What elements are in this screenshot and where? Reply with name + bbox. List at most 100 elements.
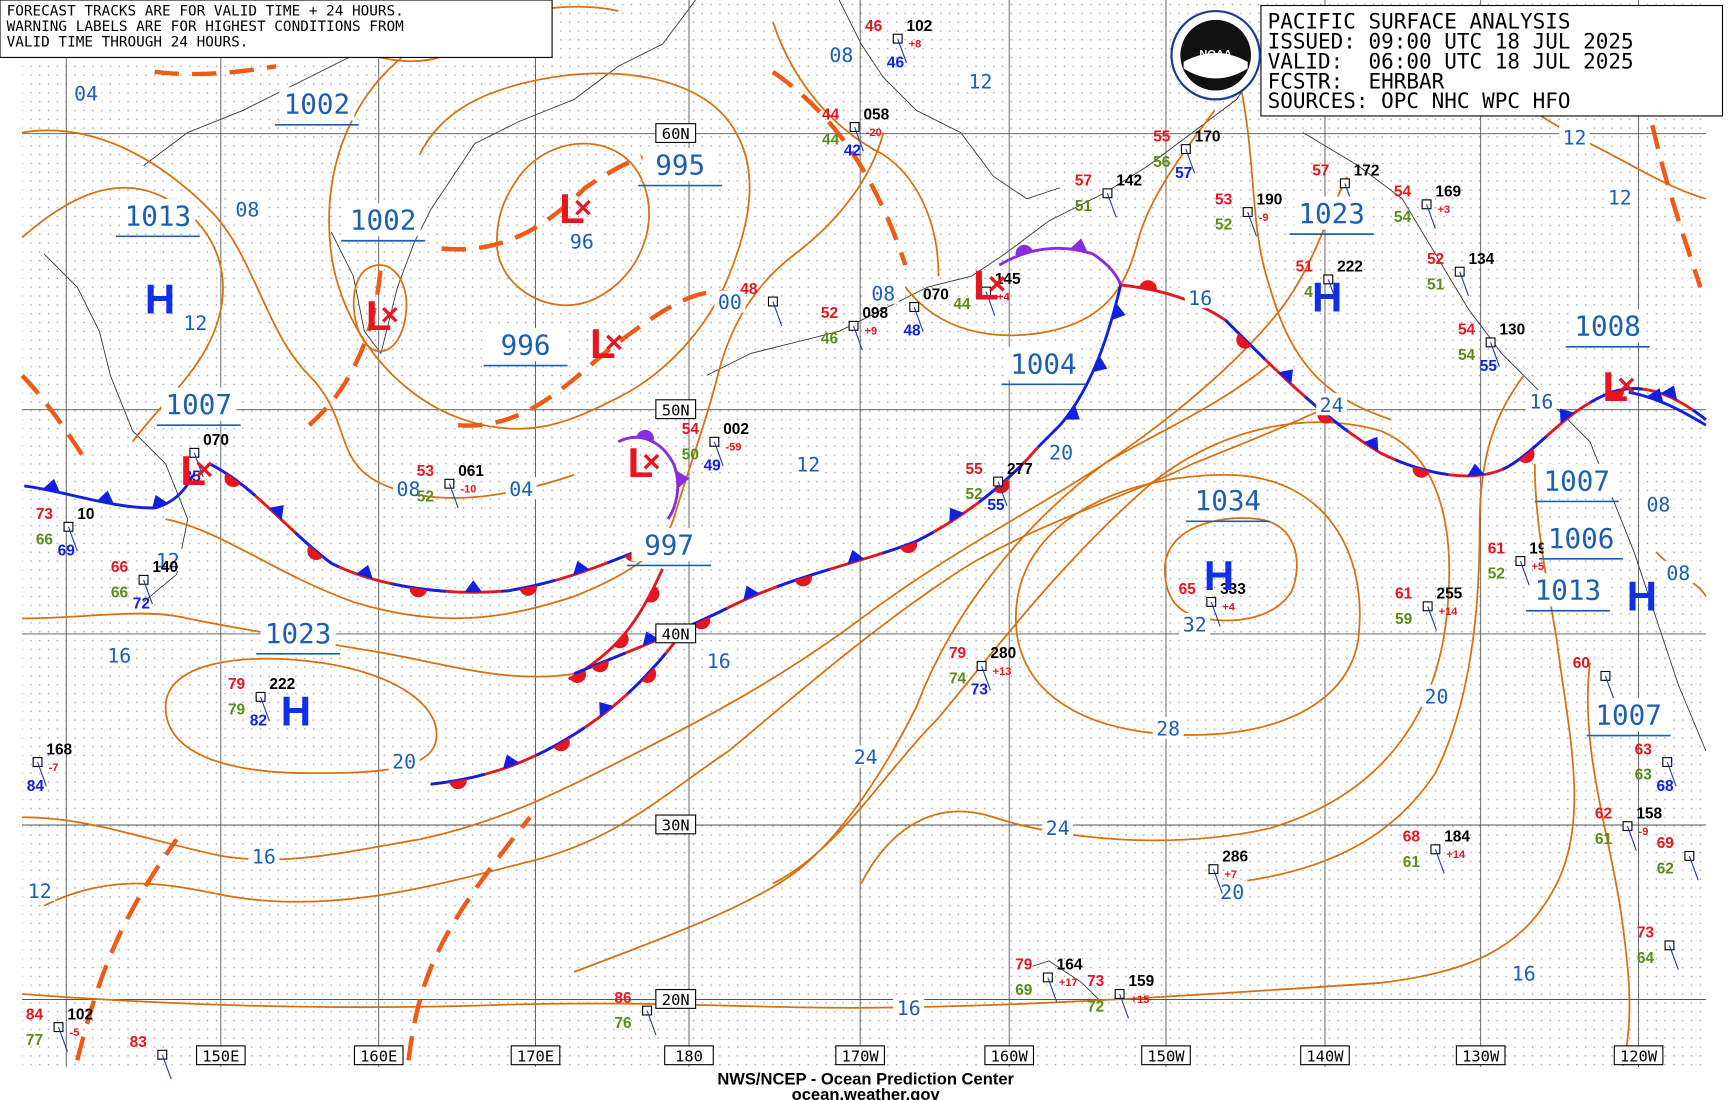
isobar xyxy=(1014,474,1361,736)
isobar-label: 12 xyxy=(969,70,993,93)
station-tend: +13 xyxy=(993,666,1012,678)
notice-box xyxy=(0,0,553,58)
isobar-label-bg xyxy=(1559,125,1590,148)
isobar xyxy=(573,176,1348,973)
station-dew: 52 xyxy=(417,488,434,505)
station-marker xyxy=(1180,144,1191,155)
lat-label: 60N xyxy=(662,125,690,143)
isobar-label: 12 xyxy=(156,550,180,573)
lon-label: 130W xyxy=(1462,1047,1500,1065)
station-temp: 73 xyxy=(1637,925,1655,942)
station-temp: 65 xyxy=(1179,581,1197,598)
coastline xyxy=(706,66,1260,376)
wind-barb xyxy=(852,325,863,351)
front-symbol xyxy=(847,549,865,564)
pressure-value: 1034 xyxy=(1195,484,1261,517)
wind-barb xyxy=(67,526,78,552)
front-symbol xyxy=(636,429,654,442)
isobar-label: 08 xyxy=(871,282,895,305)
wind-barb xyxy=(143,579,153,605)
front xyxy=(998,246,1123,286)
lat-label: 30N xyxy=(662,817,690,835)
pressure-label-bg xyxy=(279,87,355,121)
front-symbol xyxy=(743,585,760,601)
wind-barb xyxy=(854,126,864,152)
isobar-label: 16 xyxy=(1529,391,1553,414)
front-symbol xyxy=(268,505,284,520)
station-pres: 142 xyxy=(1116,173,1142,190)
isobar xyxy=(21,186,224,443)
station-temp: 54 xyxy=(1458,322,1476,339)
notice-line: WARNING LABELS ARE FOR HIGHEST CONDITION… xyxy=(7,19,405,35)
isobar xyxy=(22,463,1576,1009)
isobar-label-bg xyxy=(388,749,420,772)
station-sst: 35 xyxy=(184,469,202,486)
trough xyxy=(458,289,730,428)
isobar xyxy=(1225,374,1525,885)
lat-label: 20N xyxy=(662,991,690,1009)
isobar-label-bg xyxy=(850,745,882,768)
station-temp: 84 xyxy=(26,1006,44,1023)
trough xyxy=(307,264,384,427)
station-dew: 76 xyxy=(614,1015,632,1032)
isobar-label: 12 xyxy=(183,312,207,335)
lat-label-box xyxy=(655,989,697,1009)
pressure-value: 1023 xyxy=(1298,197,1364,230)
pressure-value: 1006 xyxy=(1548,522,1614,555)
station-temp: 79 xyxy=(228,676,246,693)
station-temp: 55 xyxy=(1153,128,1171,145)
station-temp: 53 xyxy=(1215,191,1233,208)
station-temp: 79 xyxy=(949,645,967,662)
notice-line: VALID TIME THROUGH 24 HOURS. xyxy=(7,34,249,50)
station-temp: 57 xyxy=(1312,163,1329,180)
isobar-label: 12 xyxy=(796,454,820,477)
trough xyxy=(406,815,532,1061)
station-tend: +4 xyxy=(1222,602,1235,614)
isobar-label-bg xyxy=(1421,684,1452,707)
station-temp: 63 xyxy=(1635,741,1653,758)
center-cross xyxy=(643,453,660,470)
pressure-value: 1008 xyxy=(1574,310,1640,343)
pressure-value: 1013 xyxy=(125,199,191,232)
pressure-label-bg xyxy=(120,198,196,232)
isobar-label: 32 xyxy=(1183,614,1207,637)
station-pres: 172 xyxy=(1354,163,1380,180)
front-symbol xyxy=(599,702,614,718)
isobar-label: 16 xyxy=(1188,287,1212,310)
station-temp: 52 xyxy=(821,305,838,322)
station-temp: 66 xyxy=(111,559,129,576)
station-dew: 44 xyxy=(953,296,971,313)
station-dew: 61 xyxy=(1595,831,1613,848)
wind-barb xyxy=(713,441,724,467)
isobar-label-bg xyxy=(714,290,746,313)
station-pres: 158 xyxy=(1636,805,1662,822)
center-cross xyxy=(196,461,213,478)
front-symbol xyxy=(449,778,467,790)
front-symbol xyxy=(464,580,483,593)
station-pres: 061 xyxy=(458,463,484,480)
isobar-label: 20 xyxy=(1049,441,1073,464)
station-sst: 46 xyxy=(887,54,905,71)
front xyxy=(209,462,663,594)
lon-label-box xyxy=(835,1045,885,1066)
isobar xyxy=(43,396,1348,907)
pressure-center: H xyxy=(1627,573,1657,620)
station-tend: +9 xyxy=(865,326,878,338)
station-pres: 222 xyxy=(269,676,295,693)
front-symbol xyxy=(1070,238,1088,253)
wind-barb xyxy=(913,306,924,332)
front-symbol xyxy=(1111,303,1126,321)
wind-barb xyxy=(1604,675,1615,701)
pressure-label-bg xyxy=(1190,483,1266,517)
isobar-label: 96 xyxy=(570,230,594,253)
station-dew: 4 xyxy=(1304,284,1313,301)
wind-barb xyxy=(1247,211,1258,237)
center-cross xyxy=(575,199,591,216)
isobar-label-bg xyxy=(1316,393,1348,416)
pressure-value: 996 xyxy=(501,329,551,362)
isobar-label-bg xyxy=(179,311,211,334)
isobar xyxy=(21,129,575,499)
pressure-value: 995 xyxy=(655,148,705,181)
